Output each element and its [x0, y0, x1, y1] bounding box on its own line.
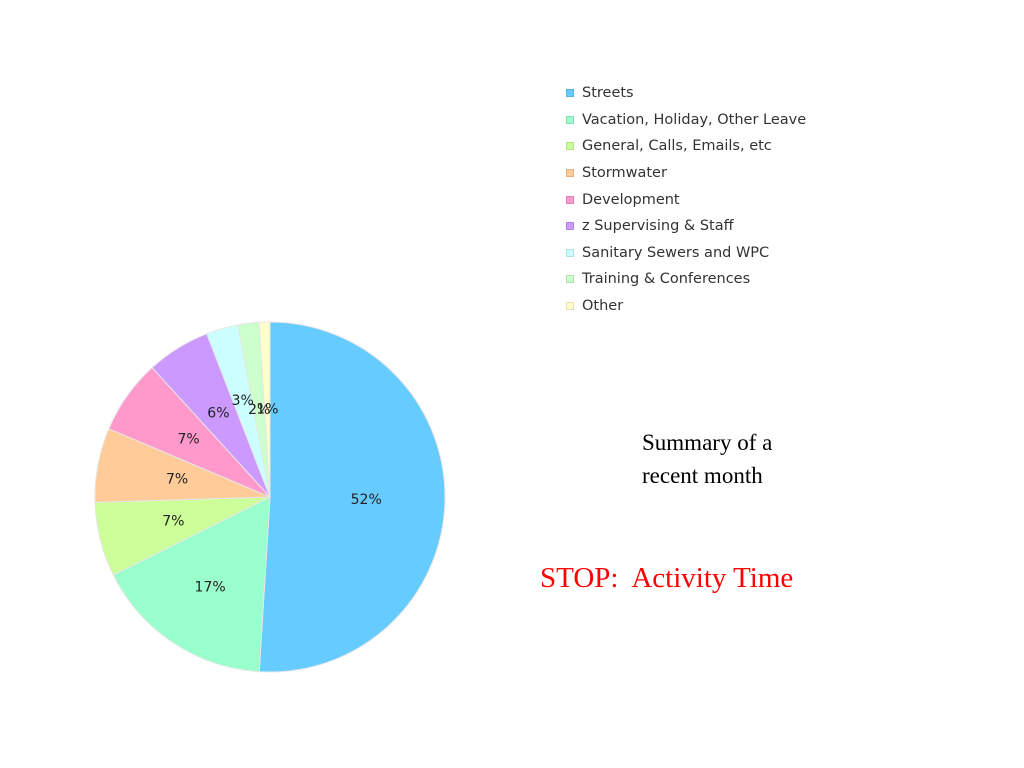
legend-swatch-other	[566, 302, 574, 311]
pie-label-streets: 52%	[351, 492, 382, 508]
legend-swatch-vacation	[566, 115, 574, 124]
summary-caption: Summary of a recent month	[642, 426, 772, 492]
pie-label-training-conferences: 2%	[248, 402, 270, 418]
legend-swatch-training	[566, 275, 574, 284]
legend-item-streets: Streets	[566, 80, 806, 107]
pie-label-general-calls-emails-etc: 7%	[162, 513, 184, 529]
legend-label-vacation: Vacation, Holiday, Other Leave	[582, 111, 807, 128]
legend-swatch-sanitary	[566, 248, 574, 257]
legend-label-stormwater: Stormwater	[582, 165, 667, 182]
legend-label-supervising: z Supervising & Staff	[582, 218, 734, 235]
pie-slice-vacation-holiday-other-leave	[112, 496, 271, 673]
pie-label-z-supervising-staff: 6%	[207, 406, 229, 422]
slide-title: STOP: Activity Time	[540, 562, 794, 594]
pie-label-sanitary-sewers-and-wpc: 3%	[232, 393, 254, 409]
pie-label-development: 7%	[177, 431, 199, 447]
legend-swatch-general	[566, 142, 574, 151]
legend-label-general: General, Calls, Emails, etc	[582, 138, 772, 155]
pie-label-other: 1%	[256, 402, 278, 418]
legend-item-general: General, Calls, Emails, etc	[566, 133, 806, 160]
summary-line-2: recent month	[642, 463, 763, 488]
legend-swatch-development	[566, 195, 574, 204]
pie-label-vacation-holiday-other-leave: 17%	[195, 579, 226, 595]
legend-item-supervising: z Supervising & Staff	[566, 213, 806, 240]
legend-label-training: Training & Conferences	[582, 271, 751, 288]
legend-label-other: Other	[582, 298, 624, 315]
legend-label-sanitary: Sanitary Sewers and WPC	[582, 244, 770, 261]
legend-item-stormwater: Stormwater	[566, 160, 806, 187]
legend-item-vacation: Vacation, Holiday, Other Leave	[566, 107, 806, 134]
pie-label-stormwater: 7%	[166, 472, 188, 488]
pie-labels: 52% 17% 7% 7% 7% 6%3%2%1%	[162, 393, 382, 595]
legend-item-training: Training & Conferences	[566, 266, 806, 293]
legend-item-sanitary: Sanitary Sewers and WPC	[566, 240, 806, 267]
summary-line-1: Summary of a	[642, 430, 773, 455]
legend-item-development: Development	[566, 186, 806, 213]
legend-label-development: Development	[582, 191, 680, 208]
legend-swatch-streets	[566, 89, 574, 98]
legend-swatch-supervising	[566, 222, 574, 231]
pie-slice-streets	[258, 321, 446, 673]
legend-swatch-stormwater	[566, 169, 574, 178]
legend-item-other: Other	[566, 293, 806, 320]
pie-slices	[94, 321, 446, 673]
legend-label-streets: Streets	[582, 85, 634, 102]
chart-legend: Streets Vacation, Holiday, Other Leave G…	[566, 80, 806, 319]
pie-slice-other	[258, 321, 271, 498]
